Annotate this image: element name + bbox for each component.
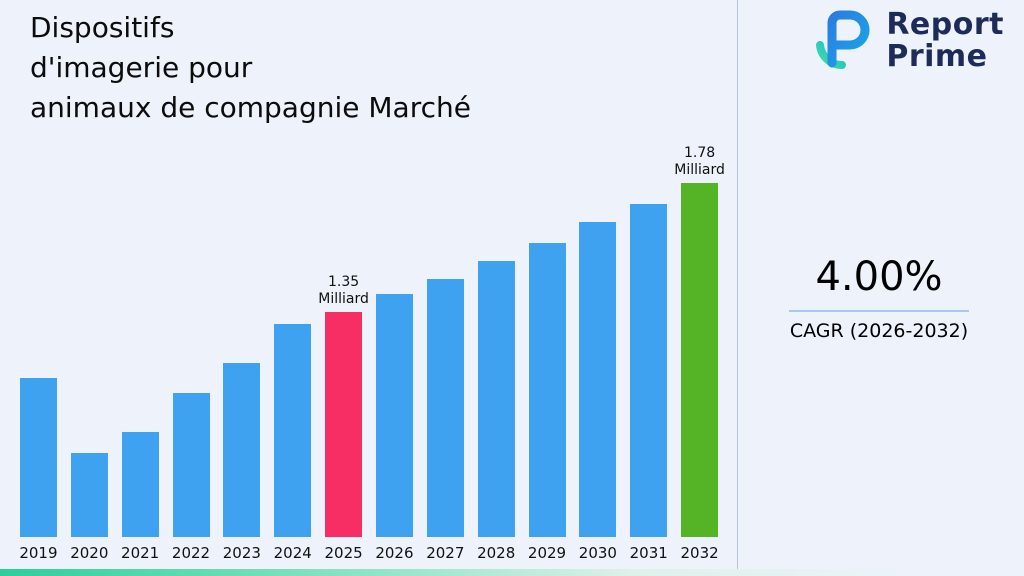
- bar-value-label-2025: 1.35 Milliard: [318, 274, 369, 307]
- bar-column-2030: 2030: [572, 222, 623, 562]
- x-axis-label-2028: 2028: [477, 544, 516, 562]
- x-axis-label-2023: 2023: [222, 544, 261, 562]
- bar-2027: [426, 279, 464, 537]
- page-title: Dispositifs d'imagerie pour animaux de c…: [30, 8, 471, 128]
- x-axis-label-2027: 2027: [426, 544, 465, 562]
- report-prime-logo: Report Prime: [814, 8, 1004, 74]
- bar-value-label-2032: 1.78 Milliard: [674, 145, 725, 178]
- bar-column-2027: 2027: [420, 279, 471, 562]
- bar-chart: 2019 2020 2021 2022 2023 2024 1.35 Milliard 2025…: [13, 110, 725, 562]
- bar-2032: [681, 183, 719, 537]
- bar-column-2029: 2029: [522, 243, 573, 562]
- brand-name: Report Prime: [886, 9, 1004, 73]
- bar-2029: [528, 243, 566, 537]
- bar-2024: [274, 324, 312, 537]
- bar-column-2032: 1.78 Milliard 2032: [674, 145, 725, 562]
- bar-2021: [121, 432, 159, 537]
- footer-gradient-bar: [0, 569, 1024, 576]
- x-axis-label-2021: 2021: [121, 544, 160, 562]
- x-axis-label-2030: 2030: [578, 544, 617, 562]
- bar-column-2021: 2021: [115, 432, 166, 562]
- bar-column-2023: 2023: [216, 363, 267, 562]
- bar-column-2019: 2019: [13, 378, 64, 562]
- bar-2019: [19, 378, 57, 537]
- bar-2023: [223, 363, 261, 537]
- x-axis-label-2026: 2026: [375, 544, 414, 562]
- report-prime-logo-icon: [814, 8, 878, 74]
- cagr-value: 4.00%: [815, 254, 943, 300]
- x-axis-label-2031: 2031: [629, 544, 668, 562]
- brand-name-line-1: Report: [886, 7, 1004, 42]
- x-axis-label-2020: 2020: [70, 544, 109, 562]
- cagr-stat: 4.00% CAGR (2026-2032): [750, 254, 1008, 342]
- bar-column-2026: 2026: [369, 294, 420, 562]
- brand-name-line-2: Prime: [886, 39, 988, 74]
- x-axis-label-2032: 2032: [680, 544, 719, 562]
- bar-2031: [630, 204, 668, 537]
- bar-2028: [477, 261, 515, 537]
- bar-2020: [70, 453, 108, 537]
- bar-column-2024: 2024: [267, 324, 318, 562]
- x-axis-label-2022: 2022: [171, 544, 211, 562]
- x-axis-label-2019: 2019: [19, 544, 58, 562]
- cagr-underline: [789, 310, 969, 312]
- bar-2030: [579, 222, 617, 537]
- page-title-line-2: d'imagerie pour: [30, 51, 253, 84]
- bar-2022: [172, 393, 210, 537]
- x-axis-label-2029: 2029: [527, 544, 567, 562]
- x-axis-label-2024: 2024: [273, 544, 312, 562]
- bar-column-2022: 2022: [166, 393, 217, 562]
- page-title-line-3: animaux de compagnie Marché: [30, 91, 471, 124]
- bar-2025: [325, 312, 363, 537]
- cagr-label: CAGR (2026-2032): [789, 320, 969, 342]
- vertical-divider: [737, 0, 738, 576]
- bar-column-2028: 2028: [471, 261, 522, 562]
- bar-2026: [375, 294, 413, 537]
- bar-column-2025: 1.35 Milliard 2025: [318, 274, 369, 562]
- x-axis-label-2025: 2025: [324, 544, 363, 562]
- bar-column-2020: 2020: [64, 453, 115, 562]
- bar-column-2031: 2031: [623, 204, 674, 562]
- page-title-line-1: Dispositifs: [30, 11, 175, 44]
